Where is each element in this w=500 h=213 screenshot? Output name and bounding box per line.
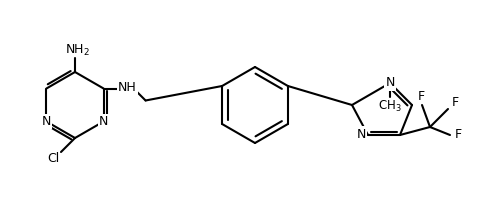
Text: N: N	[42, 115, 51, 128]
Text: NH$_2$: NH$_2$	[64, 42, 90, 58]
Text: NH: NH	[118, 81, 137, 94]
Text: N: N	[386, 76, 394, 89]
Text: N: N	[356, 128, 366, 141]
Text: N: N	[99, 115, 108, 128]
Text: CH$_3$: CH$_3$	[378, 98, 402, 114]
Text: F: F	[418, 91, 424, 104]
Text: F: F	[452, 96, 458, 109]
Text: F: F	[454, 128, 462, 141]
Text: Cl: Cl	[47, 153, 59, 166]
